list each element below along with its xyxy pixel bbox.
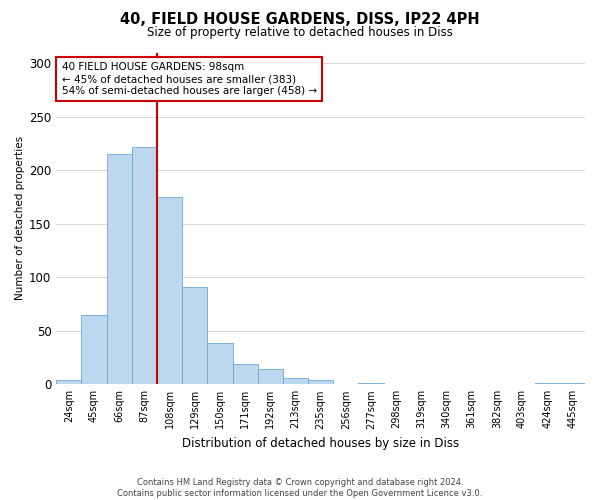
Y-axis label: Number of detached properties: Number of detached properties: [15, 136, 25, 300]
Bar: [560, 383, 585, 384]
Bar: [132, 146, 157, 384]
Bar: [358, 383, 383, 384]
Text: 40, FIELD HOUSE GARDENS, DISS, IP22 4PH: 40, FIELD HOUSE GARDENS, DISS, IP22 4PH: [120, 12, 480, 28]
Text: Contains HM Land Registry data © Crown copyright and database right 2024.
Contai: Contains HM Land Registry data © Crown c…: [118, 478, 482, 498]
Bar: [283, 378, 308, 384]
Bar: [535, 383, 560, 384]
Bar: [208, 342, 233, 384]
X-axis label: Distribution of detached houses by size in Diss: Distribution of detached houses by size …: [182, 437, 459, 450]
Bar: [233, 364, 257, 384]
Bar: [82, 314, 107, 384]
Bar: [157, 197, 182, 384]
Bar: [257, 370, 283, 384]
Bar: [308, 380, 333, 384]
Bar: [182, 287, 208, 384]
Text: 40 FIELD HOUSE GARDENS: 98sqm
← 45% of detached houses are smaller (383)
54% of : 40 FIELD HOUSE GARDENS: 98sqm ← 45% of d…: [62, 62, 317, 96]
Bar: [107, 154, 132, 384]
Text: Size of property relative to detached houses in Diss: Size of property relative to detached ho…: [147, 26, 453, 39]
Bar: [56, 380, 82, 384]
